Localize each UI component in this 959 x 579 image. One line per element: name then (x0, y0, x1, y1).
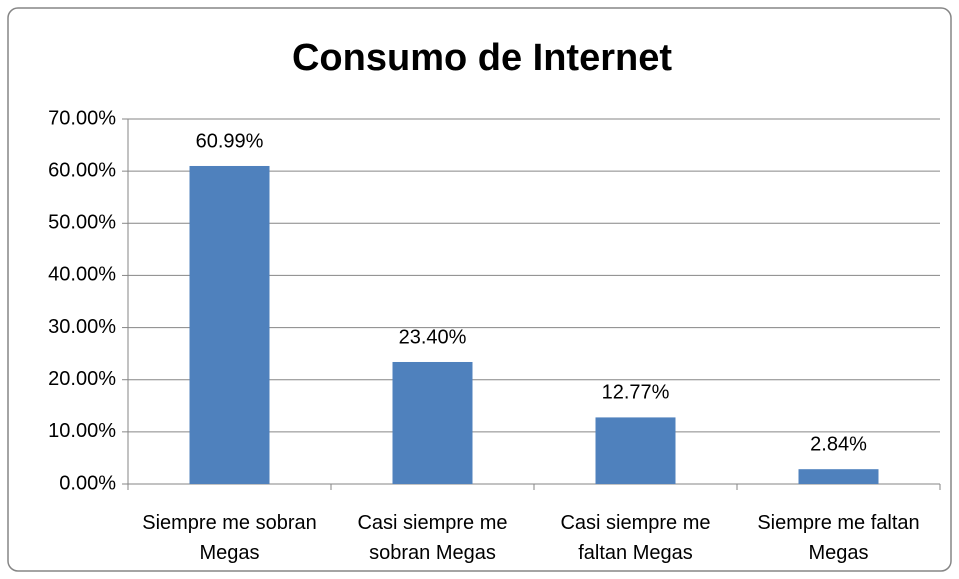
y-tick-label: 0.00% (59, 472, 116, 494)
y-tick-label: 30.00% (48, 316, 116, 338)
y-tick-label: 40.00% (48, 264, 116, 286)
bar (392, 361, 473, 484)
data-label: 2.84% (810, 433, 867, 455)
y-tick-label: 20.00% (48, 368, 116, 390)
x-tick-label: Casi siempre me faltan Megas (560, 512, 711, 564)
x-tick-label: Siempre me faltan Megas (757, 512, 920, 564)
chart-border (7, 7, 952, 572)
y-tick-label: 60.00% (48, 159, 116, 181)
data-label: 12.77% (602, 382, 670, 404)
y-tick-label: 50.00% (48, 212, 116, 234)
chart-title: Consumo de Internet (292, 37, 672, 79)
bar (595, 417, 676, 484)
x-tick-label: Casi siempre me sobran Megas (357, 512, 508, 564)
y-tick-label: 10.00% (48, 420, 116, 442)
bar (189, 165, 270, 484)
y-tick-label: 70.00% (48, 107, 116, 129)
bar (798, 469, 879, 484)
data-label: 60.99% (196, 130, 264, 152)
data-label: 23.40% (399, 326, 467, 348)
x-tick-label: Siempre me sobran Megas (142, 512, 317, 564)
